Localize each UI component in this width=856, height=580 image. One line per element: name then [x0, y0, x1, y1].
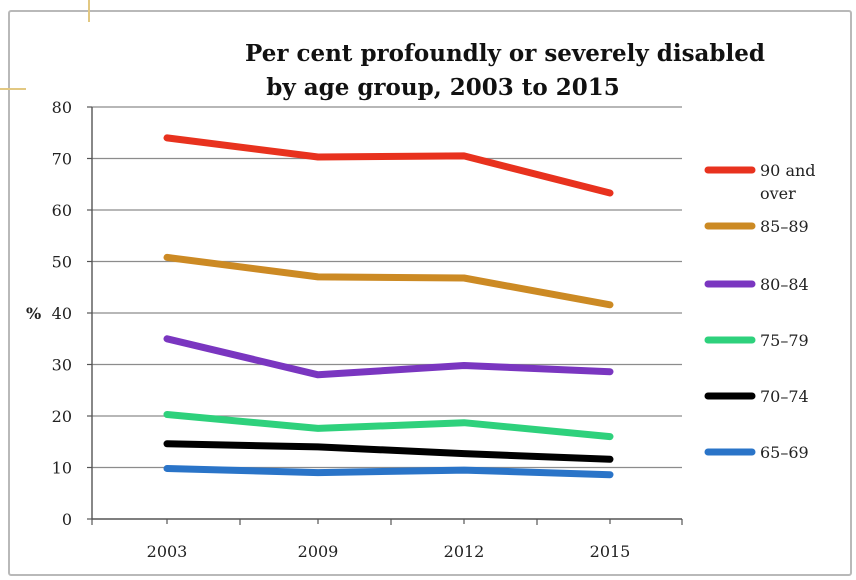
y-tick-label-30: 30: [52, 356, 72, 375]
x-tick-label-2003: 2003: [147, 542, 188, 561]
legend-label-5: 65–69: [760, 443, 809, 462]
y-tick-label-10: 10: [52, 459, 72, 478]
legend-label-0-line-2: over: [760, 184, 796, 203]
y-tick-label-40: 40: [52, 304, 72, 323]
chart-frame: [8, 10, 852, 576]
y-tick-label-50: 50: [52, 253, 72, 272]
y-tick-label-60: 60: [52, 201, 72, 220]
chart-title-line-1: Per cent profoundly or severely disabled: [245, 40, 765, 67]
x-tick-label-2015: 2015: [590, 542, 631, 561]
series-line-1: [163, 253, 614, 309]
y-tick-label-80: 80: [52, 98, 72, 117]
series-line-5: [163, 465, 614, 479]
y-tick-label-70: 70: [52, 150, 72, 169]
x-tick-label-2009: 2009: [298, 542, 339, 561]
x-tick-label-2012: 2012: [444, 542, 485, 561]
legend-label-2: 80–84: [760, 275, 809, 294]
series-line-0: [163, 134, 614, 197]
legend-label-3: 75–79: [760, 331, 809, 350]
y-tick-label-20: 20: [52, 407, 72, 426]
chart-title-line-2: by age group, 2003 to 2015: [266, 74, 619, 101]
legend-label-1: 85–89: [760, 217, 809, 236]
decorative-line-left: [0, 88, 26, 90]
legend-label-0: 90 and: [760, 161, 816, 180]
decorative-line-top: [88, 0, 90, 22]
series-line-2: [163, 335, 614, 379]
y-tick-label-0: 0: [62, 510, 72, 529]
series-line-3: [163, 411, 614, 441]
legend-label-4: 70–74: [760, 387, 809, 406]
series-line-4: [163, 440, 614, 463]
y-axis-label: %: [26, 304, 41, 323]
